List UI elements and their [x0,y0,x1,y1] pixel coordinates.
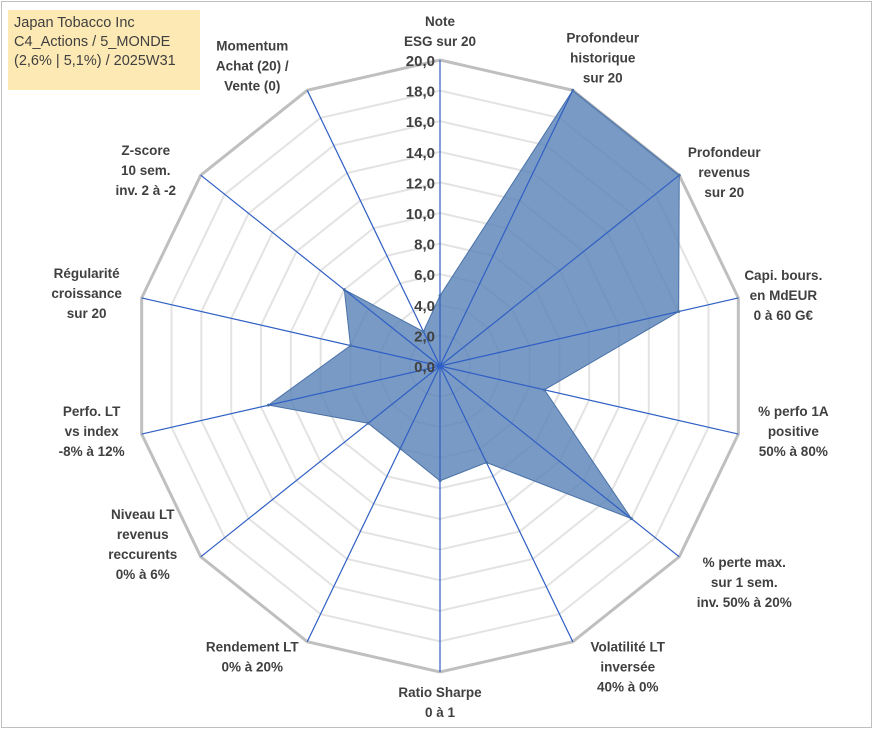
axis-label: -8% à 12% [59,444,125,459]
radial-axis-line [200,365,441,558]
radial-axis-line [439,297,739,367]
axis-label: 0% à 20% [221,660,283,675]
radial-axis-line [439,174,680,367]
axis-label: Ratio Sharpe [398,685,482,700]
tick-label: 0,0 [414,359,435,376]
axis-label: Profondeur [566,30,639,45]
axis-label: % perte max. [703,555,786,570]
tick-label: 8,0 [414,237,435,254]
tick-label: 6,0 [414,267,435,284]
axis-label: en MdEUR [750,288,818,303]
axis-label: sur 20 [704,185,744,200]
radial-axis-line [306,90,441,367]
axis-label: Achat (20) / [216,58,289,73]
radial-axis-line [439,90,574,367]
data-point [438,294,442,298]
data-point [542,388,546,392]
axis-label: Profondeur [688,145,761,160]
axis-label: sur 20 [583,70,623,85]
tick-label: 14,0 [406,145,435,162]
axis-label: croissance [51,286,122,301]
data-point [629,517,633,521]
axis-label: Régularité [54,266,121,281]
radial-axis-line [141,297,441,367]
axis-label: revenus [698,165,750,180]
radial-axis-line [306,365,441,642]
axis-label: Rendement LT [206,640,300,655]
data-point [266,403,270,407]
axis-label: historique [570,50,636,65]
tick-label: 20,0 [406,53,435,70]
tick-label: 12,0 [406,175,435,192]
data-point [342,288,346,292]
axis-label: Momentum [216,38,288,53]
axis-label: inversée [600,660,655,675]
axis-label: Note [425,14,455,29]
axis-label: ESG sur 20 [404,34,476,49]
axis-label: Niveau LT [111,507,175,522]
axis-label: 40% à 0% [597,680,659,695]
axis-label: % perfo 1A [758,404,829,419]
radial-axis-line [439,365,574,642]
info-category: C4_Actions / 5_MONDE [14,34,171,50]
radial-axis-line [439,365,680,558]
axis-label: sur 20 [67,306,107,321]
axis-label: reccurents [108,547,177,562]
radial-axis-line [200,174,441,367]
axis-label: inv. 50% à 20% [697,595,792,610]
data-point [421,330,425,334]
axis-label: 0 à 1 [425,705,456,720]
axis-label: Z-score [121,143,170,158]
data-point [677,310,681,314]
tick-label: 2,0 [414,328,435,345]
axis-label: positive [768,424,820,439]
axis-label: vs index [65,424,120,439]
info-title: Japan Tobacco Inc [14,15,135,31]
axis-label: inv. 2 à -2 [115,183,176,198]
axis-label: Perfo. LT [63,404,121,419]
tick-label: 18,0 [406,84,435,101]
data-point [349,344,353,348]
data-point [438,479,442,483]
data-point [571,88,575,92]
axis-label: 0 à 60 G€ [754,308,814,323]
radial-axis-line [141,365,441,435]
axis-label: sur 1 sem. [711,575,778,590]
data-point [366,421,370,425]
axis-label: revenus [117,527,169,542]
axis-label: 0% à 6% [116,567,170,582]
tick-label: 10,0 [406,206,435,223]
axis-label: Capi. bours. [744,268,822,283]
axis-label: Vente (0) [224,78,280,93]
radial-axis-line [439,365,739,435]
data-point [398,447,402,451]
data-point [677,173,681,177]
tick-label: 4,0 [414,298,435,315]
tick-label: 16,0 [406,114,435,131]
info-period: (2,6% | 5,1%) / 2025W31 [14,53,176,69]
axis-label: Volatilité LT [591,640,666,655]
axis-label: 50% à 80% [759,444,828,459]
info-box: Japan Tobacco Inc C4_Actions / 5_MONDE (… [8,10,200,90]
axis-label: 10 sem. [121,163,171,178]
data-point [484,460,488,464]
